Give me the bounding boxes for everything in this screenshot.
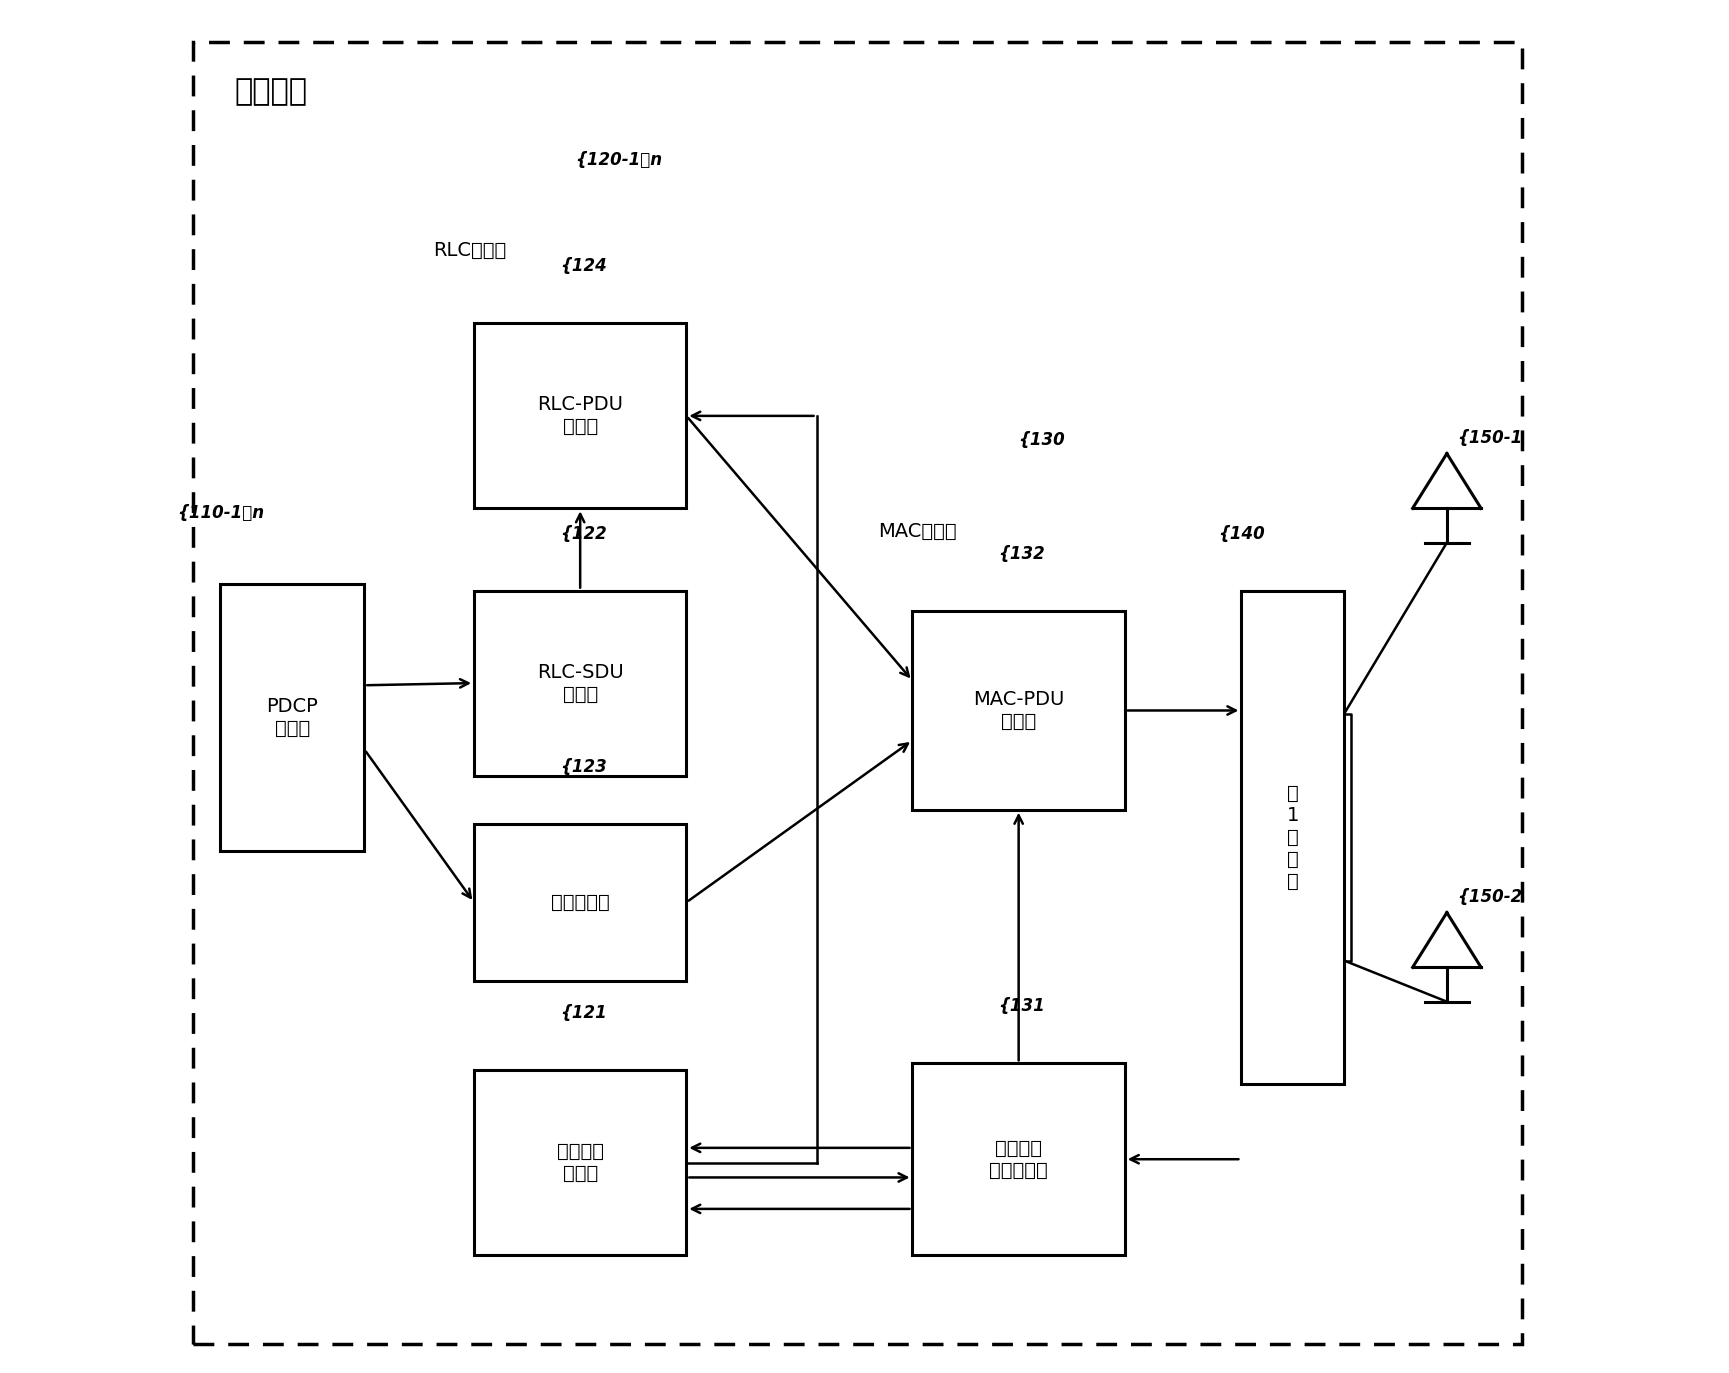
Text: 发送装置: 发送装置 <box>233 77 308 106</box>
Text: {150-1: {150-1 <box>1458 428 1522 446</box>
Text: {150-2: {150-2 <box>1458 888 1522 906</box>
Text: {122: {122 <box>560 524 607 542</box>
Bar <box>221 584 365 851</box>
Text: 无线资源
信息取得部: 无线资源 信息取得部 <box>989 1138 1048 1179</box>
Bar <box>795 228 814 1282</box>
Text: RLC-SDU
缓存部: RLC-SDU 缓存部 <box>536 663 624 703</box>
Text: {121: {121 <box>560 1004 607 1023</box>
Bar <box>474 590 686 776</box>
Text: RLC处理部: RLC处理部 <box>432 242 507 259</box>
Text: PDCP
处理部: PDCP 处理部 <box>266 697 318 737</box>
Bar <box>474 824 686 982</box>
Text: {123: {123 <box>560 758 607 776</box>
Text: MAC-PDU
制作部: MAC-PDU 制作部 <box>973 691 1065 730</box>
Text: 空闲区域
分配部: 空闲区域 分配部 <box>557 1142 603 1184</box>
Text: {130: {130 <box>1018 431 1065 449</box>
Text: {140: {140 <box>1217 524 1264 542</box>
Text: {110-1～n: {110-1～n <box>176 504 265 522</box>
Text: {131: {131 <box>999 997 1046 1016</box>
Bar <box>864 501 1186 1097</box>
Bar <box>474 324 686 508</box>
Text: 重发缓存部: 重发缓存部 <box>552 892 610 912</box>
Bar <box>418 221 782 1289</box>
Text: RLC-PDU
制作部: RLC-PDU 制作部 <box>538 395 622 437</box>
Bar <box>1241 590 1343 1083</box>
Bar <box>913 611 1126 810</box>
Bar <box>474 1070 686 1255</box>
Bar <box>913 1063 1126 1255</box>
Bar <box>809 235 828 1276</box>
Text: MAC处理部: MAC处理部 <box>878 522 956 541</box>
Text: {120-1～n: {120-1～n <box>576 151 662 169</box>
Text: 层
1
处
理
部: 层 1 处 理 部 <box>1286 784 1298 891</box>
Text: {124: {124 <box>560 257 607 276</box>
Text: {132: {132 <box>999 545 1046 563</box>
